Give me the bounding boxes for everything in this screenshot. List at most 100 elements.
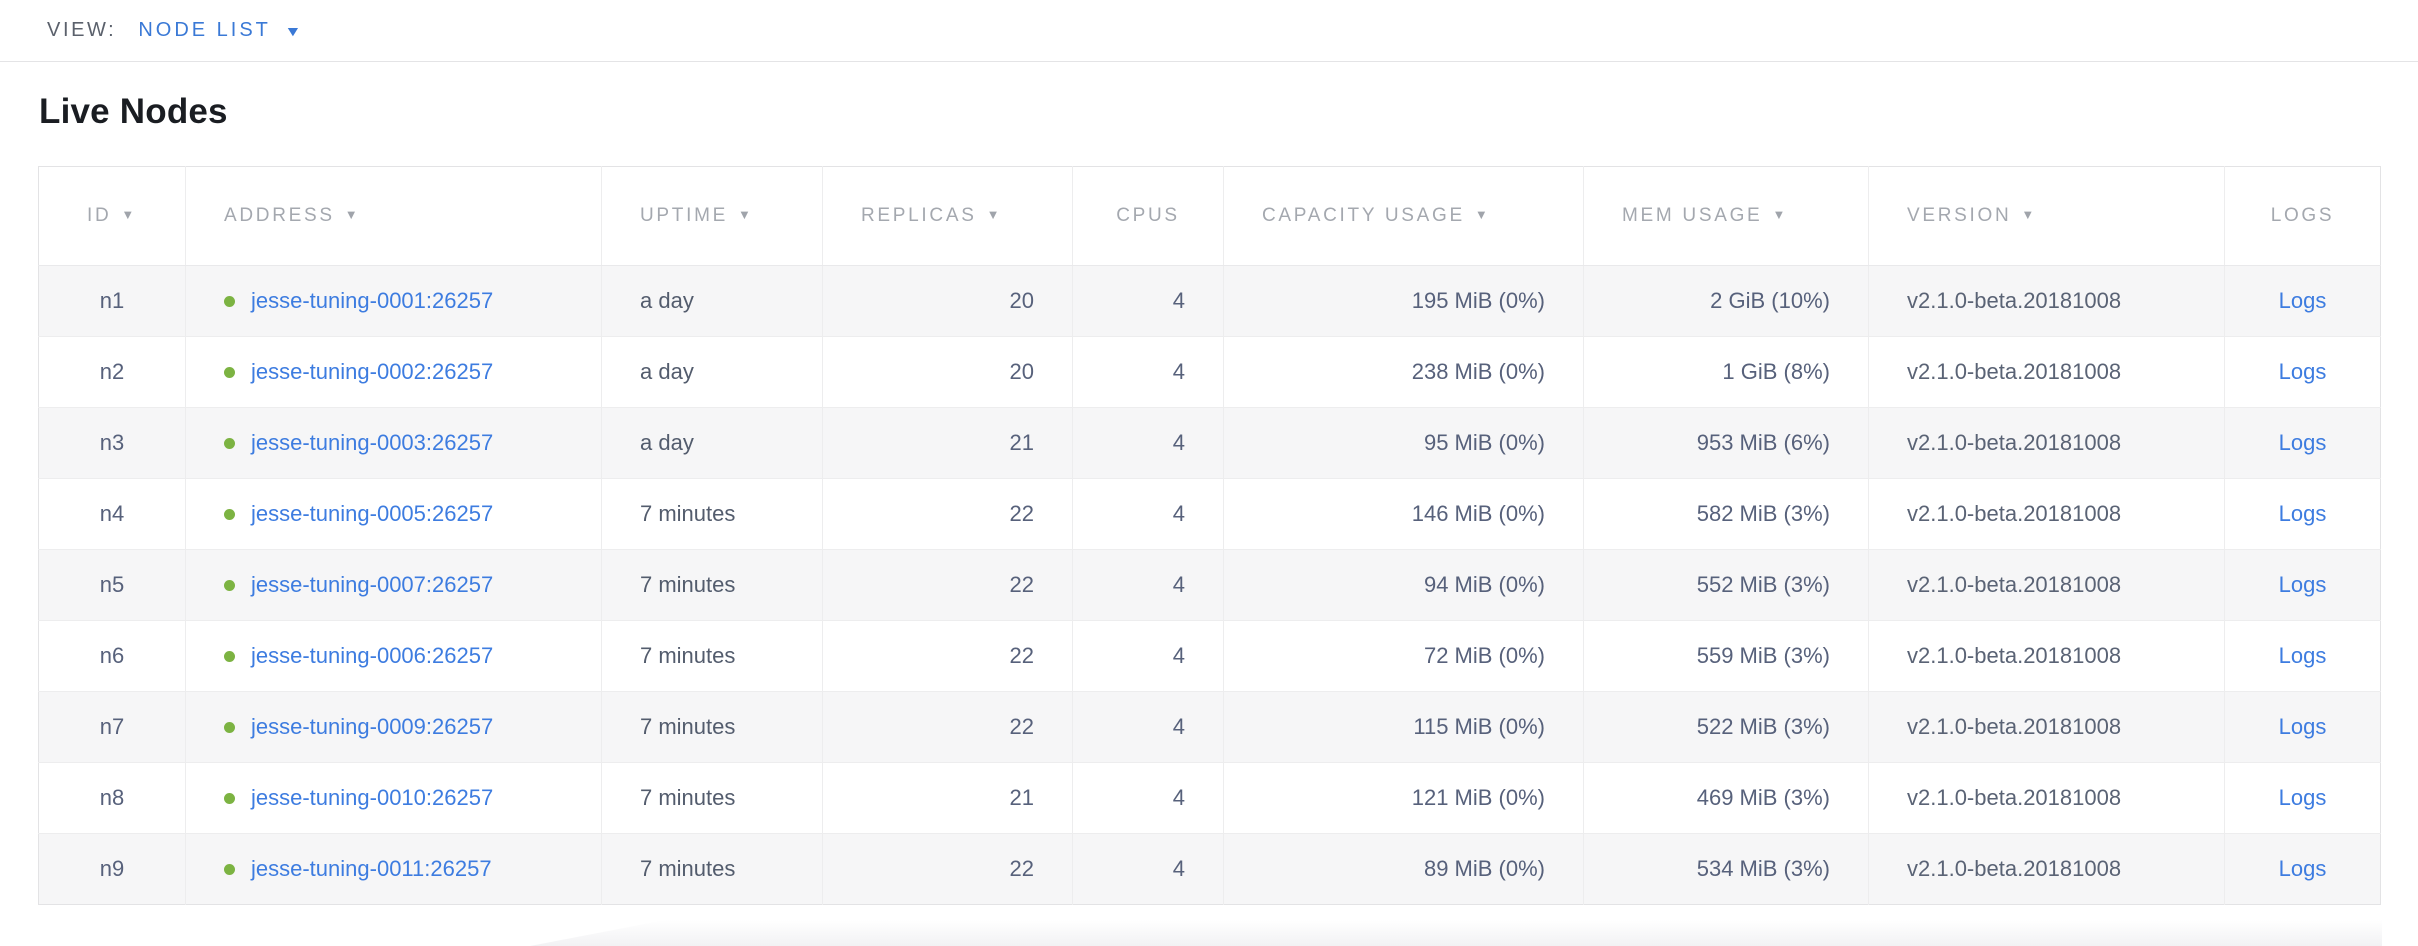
- table-body: n1 jesse-tuning-0001:26257 a day 20 4 19…: [38, 265, 2381, 905]
- address-link[interactable]: jesse-tuning-0010:26257: [251, 785, 494, 810]
- address-link[interactable]: jesse-tuning-0011:26257: [251, 856, 492, 881]
- table-row: n3 jesse-tuning-0003:26257 a day 21 4 95…: [38, 407, 2381, 479]
- address-link[interactable]: jesse-tuning-0007:26257: [251, 572, 494, 597]
- cell-address: jesse-tuning-0006:26257: [185, 620, 602, 692]
- cell-logs: Logs: [2224, 549, 2381, 621]
- cell-node-id: n1: [38, 265, 186, 337]
- sort-desc-icon: ▼: [1772, 207, 1789, 222]
- column-header-label: ID: [87, 205, 112, 226]
- column-header-version[interactable]: VERSION ▼: [1868, 166, 2225, 266]
- cell-node-id: n6: [38, 620, 186, 692]
- view-selector-dropdown[interactable]: NODE LIST ▼: [138, 19, 302, 42]
- cell-mem-usage: 469 MiB (3%): [1583, 762, 1869, 834]
- cell-version: v2.1.0-beta.20181008: [1868, 478, 2225, 550]
- node-live-status-icon: [224, 864, 235, 875]
- cell-replicas: 22: [822, 833, 1073, 905]
- cell-logs: Logs: [2224, 691, 2381, 763]
- cell-version: v2.1.0-beta.20181008: [1868, 336, 2225, 408]
- logs-link[interactable]: Logs: [2278, 430, 2327, 455]
- cell-logs: Logs: [2224, 336, 2381, 408]
- column-header-label: REPLICAS: [861, 205, 977, 226]
- logs-link[interactable]: Logs: [2278, 785, 2327, 810]
- cell-capacity-usage: 95 MiB (0%): [1223, 407, 1584, 479]
- table-row: n9 jesse-tuning-0011:26257 7 minutes 22 …: [38, 833, 2381, 905]
- cell-capacity-usage: 94 MiB (0%): [1223, 549, 1584, 621]
- column-header-address[interactable]: ADDRESS ▼: [185, 166, 602, 266]
- cell-version: v2.1.0-beta.20181008: [1868, 691, 2225, 763]
- column-header-label: LOGS: [2270, 205, 2335, 226]
- node-live-status-icon: [224, 296, 235, 307]
- node-live-status-icon: [224, 509, 235, 520]
- address-link[interactable]: jesse-tuning-0003:26257: [251, 430, 494, 455]
- column-header-mem[interactable]: MEM USAGE ▼: [1583, 166, 1869, 266]
- logs-link[interactable]: Logs: [2278, 288, 2327, 313]
- cell-cpus: 4: [1072, 762, 1224, 834]
- cell-cpus: 4: [1072, 549, 1224, 621]
- cell-logs: Logs: [2224, 762, 2381, 834]
- cell-logs: Logs: [2224, 265, 2381, 337]
- cell-address: jesse-tuning-0010:26257: [185, 762, 602, 834]
- sort-desc-icon: ▼: [737, 207, 754, 222]
- column-header-capacity[interactable]: CAPACITY USAGE ▼: [1223, 166, 1584, 266]
- logs-link[interactable]: Logs: [2278, 714, 2327, 739]
- address-link[interactable]: jesse-tuning-0005:26257: [251, 501, 494, 526]
- cell-capacity-usage: 195 MiB (0%): [1223, 265, 1584, 337]
- column-header-label: VERSION: [1907, 205, 2012, 226]
- column-header-logs: LOGS: [2224, 166, 2381, 266]
- logs-link[interactable]: Logs: [2278, 501, 2327, 526]
- column-header-label: CAPACITY USAGE: [1262, 205, 1465, 226]
- view-label: VIEW:: [47, 19, 117, 41]
- cell-replicas: 20: [822, 265, 1073, 337]
- column-header-replicas[interactable]: REPLICAS ▼: [822, 166, 1073, 266]
- column-header-uptime[interactable]: UPTIME ▼: [601, 166, 823, 266]
- cell-uptime: a day: [601, 265, 823, 337]
- node-live-status-icon: [224, 580, 235, 591]
- cell-uptime: 7 minutes: [601, 620, 823, 692]
- cell-uptime: 7 minutes: [601, 833, 823, 905]
- live-nodes-table: ID ▼ ADDRESS ▼ UPTIME ▼ REPLICAS ▼ CPUS CAPA…: [38, 166, 2381, 905]
- page-title: Live Nodes: [39, 92, 228, 131]
- table-header-row: ID ▼ ADDRESS ▼ UPTIME ▼ REPLICAS ▼ CPUS CAPA…: [38, 166, 2381, 266]
- cell-capacity-usage: 146 MiB (0%): [1223, 478, 1584, 550]
- table-row: n4 jesse-tuning-0005:26257 7 minutes 22 …: [38, 478, 2381, 550]
- next-section-shadow: [530, 920, 2382, 946]
- cell-version: v2.1.0-beta.20181008: [1868, 407, 2225, 479]
- cell-address: jesse-tuning-0005:26257: [185, 478, 602, 550]
- cell-mem-usage: 953 MiB (6%): [1583, 407, 1869, 479]
- cell-logs: Logs: [2224, 407, 2381, 479]
- cell-replicas: 22: [822, 620, 1073, 692]
- cell-uptime: a day: [601, 336, 823, 408]
- address-link[interactable]: jesse-tuning-0001:26257: [251, 288, 494, 313]
- cell-node-id: n4: [38, 478, 186, 550]
- cell-replicas: 21: [822, 407, 1073, 479]
- sort-desc-icon: ▼: [986, 207, 1003, 222]
- cell-cpus: 4: [1072, 336, 1224, 408]
- logs-link[interactable]: Logs: [2278, 572, 2327, 597]
- column-header-cpus: CPUS: [1072, 166, 1224, 266]
- address-link[interactable]: jesse-tuning-0006:26257: [251, 643, 494, 668]
- cell-node-id: n7: [38, 691, 186, 763]
- address-link[interactable]: jesse-tuning-0009:26257: [251, 714, 494, 739]
- chevron-down-icon: ▼: [284, 22, 302, 39]
- cell-address: jesse-tuning-0002:26257: [185, 336, 602, 408]
- node-live-status-icon: [224, 722, 235, 733]
- cell-mem-usage: 582 MiB (3%): [1583, 478, 1869, 550]
- cell-mem-usage: 552 MiB (3%): [1583, 549, 1869, 621]
- cell-mem-usage: 2 GiB (10%): [1583, 265, 1869, 337]
- cell-logs: Logs: [2224, 478, 2381, 550]
- cell-version: v2.1.0-beta.20181008: [1868, 833, 2225, 905]
- cell-cpus: 4: [1072, 478, 1224, 550]
- cell-replicas: 20: [822, 336, 1073, 408]
- column-header-id[interactable]: ID ▼: [38, 166, 186, 266]
- table-row: n6 jesse-tuning-0006:26257 7 minutes 22 …: [38, 620, 2381, 692]
- table-row: n2 jesse-tuning-0002:26257 a day 20 4 23…: [38, 336, 2381, 408]
- cell-address: jesse-tuning-0011:26257: [185, 833, 602, 905]
- cell-uptime: 7 minutes: [601, 478, 823, 550]
- logs-link[interactable]: Logs: [2278, 856, 2327, 881]
- logs-link[interactable]: Logs: [2278, 359, 2327, 384]
- address-link[interactable]: jesse-tuning-0002:26257: [251, 359, 494, 384]
- cell-node-id: n2: [38, 336, 186, 408]
- cell-address: jesse-tuning-0007:26257: [185, 549, 602, 621]
- logs-link[interactable]: Logs: [2278, 643, 2327, 668]
- cell-replicas: 21: [822, 762, 1073, 834]
